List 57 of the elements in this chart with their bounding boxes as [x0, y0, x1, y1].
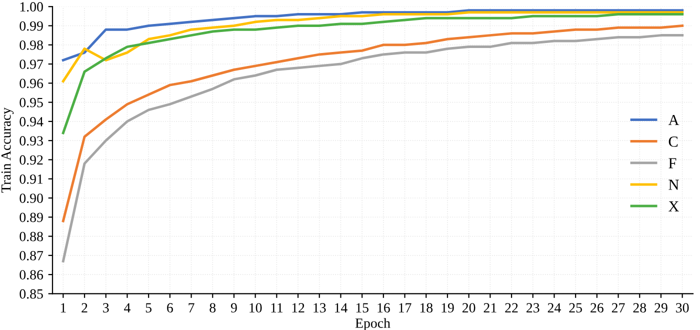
- x-tick-label: 14: [335, 303, 348, 312]
- y-tick-label: 0.92: [20, 155, 43, 165]
- legend-label: N: [668, 180, 679, 190]
- x-tick-label: 22: [505, 303, 518, 312]
- x-tick-label: 9: [230, 303, 237, 312]
- y-tick-label: 0.88: [20, 232, 43, 242]
- x-tick-label: 1: [60, 303, 66, 312]
- x-tick-label: 19: [442, 303, 454, 312]
- line-series: [62, 24, 684, 222]
- legend-label: X: [668, 201, 679, 212]
- x-tick-label: 24: [548, 303, 561, 312]
- y-tick-label: 0.85: [20, 289, 43, 299]
- y-tick-label: 0.99: [20, 21, 43, 31]
- x-tick-label: 18: [420, 303, 433, 312]
- y-tick-label: 0.89: [20, 212, 43, 222]
- x-tick-label: 21: [484, 303, 496, 312]
- x-tick-label: 10: [250, 303, 262, 312]
- y-tick-label: 0.94: [20, 117, 44, 126]
- y-tick-label: 0.90: [20, 194, 43, 204]
- legend-label: A: [668, 114, 680, 126]
- x-tick-label: 12: [292, 303, 304, 312]
- x-tick-label: 7: [188, 303, 194, 312]
- y-tick-label: 0.96: [20, 78, 44, 88]
- x-tick-label: 20: [462, 303, 476, 312]
- legend-label: C: [668, 136, 678, 147]
- x-tick-label: 8: [210, 303, 216, 312]
- x-tick-label: 29: [654, 303, 668, 312]
- x-tick-label: 5: [146, 303, 152, 312]
- x-tick-label: 28: [633, 303, 646, 312]
- x-tick-label: 4: [124, 303, 130, 312]
- y-tick-label: 0.98: [20, 40, 43, 50]
- y-tick-label: 0.93: [20, 136, 43, 146]
- y-tick-label: 0.95: [20, 98, 43, 108]
- x-tick-label: 2: [82, 303, 88, 312]
- x-tick-label: 17: [399, 303, 412, 312]
- x-tick-label: 13: [314, 303, 326, 312]
- y-tick-label: 0.91: [20, 174, 43, 184]
- x-tick-label: 11: [271, 303, 283, 312]
- y-tick-label: 0.87: [20, 251, 44, 260]
- line-series: [62, 13, 684, 134]
- y-tick-label: 1.00: [20, 2, 43, 12]
- line-series: [62, 34, 684, 262]
- y-axis-title: Train Accuracy: [1, 107, 14, 193]
- x-tick-label: 16: [378, 303, 390, 312]
- x-tick-label: 15: [356, 303, 368, 312]
- x-tick-label: 25: [569, 303, 582, 312]
- x-tick-label: 6: [167, 303, 173, 312]
- line-series: [62, 11, 684, 82]
- y-tick-label: 0.86: [20, 270, 44, 280]
- y-tick-label: 0.97: [20, 60, 44, 70]
- line-series: [62, 9, 684, 62]
- x-tick-label: 23: [526, 303, 540, 312]
- x-tick-label: 27: [612, 303, 625, 312]
- x-tick-label: 3: [103, 303, 109, 312]
- x-tick-label: 30: [676, 303, 689, 312]
- x-tick-label: 26: [590, 303, 604, 312]
- legend-label: F: [668, 158, 676, 168]
